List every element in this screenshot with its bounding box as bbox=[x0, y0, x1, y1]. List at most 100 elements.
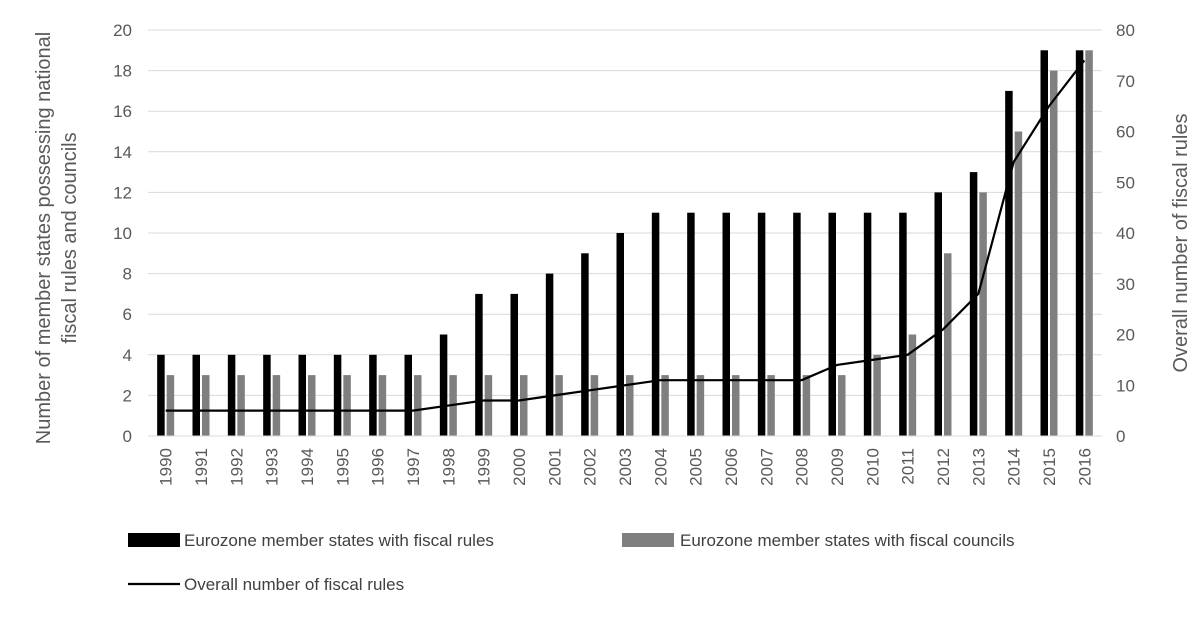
x-tick-label: 2009 bbox=[828, 448, 847, 486]
y2-tick-label: 30 bbox=[1116, 275, 1135, 294]
bar-fiscal-councils bbox=[979, 192, 987, 436]
legend-swatch-fiscal-rules bbox=[128, 533, 180, 547]
bar-fiscal-councils bbox=[802, 375, 811, 436]
bar-fiscal-rules bbox=[969, 172, 978, 436]
bar-fiscal-rules bbox=[934, 192, 942, 436]
y-axis-title: Number of member states possessing natio… bbox=[33, 32, 81, 444]
y2-axis-title: Overall number of fiscal rules bbox=[1170, 114, 1192, 373]
bar-fiscal-rules bbox=[439, 334, 448, 436]
x-tick-label: 1990 bbox=[157, 448, 176, 486]
bar-fiscal-rules bbox=[1040, 50, 1048, 437]
bar-fiscal-councils bbox=[696, 375, 705, 436]
x-tick-label: 2007 bbox=[757, 448, 776, 486]
y2-tick-label: 40 bbox=[1116, 224, 1135, 243]
x-tick-label: 2002 bbox=[581, 448, 600, 486]
bar-fiscal-councils bbox=[484, 375, 493, 436]
bar-fiscal-councils bbox=[626, 375, 634, 436]
bar-fiscal-rules bbox=[298, 354, 306, 436]
bar-fiscal-rules bbox=[581, 253, 589, 436]
bar-fiscal-rules bbox=[863, 212, 872, 436]
y2-tick-label: 0 bbox=[1116, 427, 1125, 446]
bars bbox=[157, 50, 1093, 437]
bar-fiscal-rules bbox=[828, 212, 836, 436]
legend: Eurozone member states with fiscal rules… bbox=[128, 531, 1014, 594]
x-tick-label: 1992 bbox=[227, 448, 246, 486]
bar-fiscal-rules bbox=[263, 354, 271, 436]
bar-fiscal-rules bbox=[722, 212, 730, 436]
x-tick-label: 1991 bbox=[192, 448, 211, 486]
bar-fiscal-rules bbox=[475, 293, 483, 436]
x-tick-label: 1998 bbox=[439, 448, 458, 486]
x-tick-label: 2004 bbox=[651, 448, 670, 486]
bar-fiscal-councils bbox=[661, 375, 669, 436]
x-tick-label: 2010 bbox=[863, 448, 882, 486]
y-tick-label: 8 bbox=[123, 265, 132, 284]
bar-fiscal-councils bbox=[1014, 131, 1023, 436]
x-tick-label: 2015 bbox=[1040, 448, 1059, 486]
bar-fiscal-councils bbox=[555, 375, 563, 436]
x-tick-label: 1995 bbox=[333, 448, 352, 486]
bar-fiscal-rules bbox=[545, 273, 554, 436]
bar-fiscal-rules bbox=[899, 212, 907, 436]
bar-fiscal-councils bbox=[308, 375, 316, 436]
y2-tick-label: 70 bbox=[1116, 72, 1135, 91]
bar-fiscal-councils bbox=[166, 375, 175, 436]
bar-fiscal-councils bbox=[237, 375, 245, 436]
bar-fiscal-councils bbox=[343, 375, 351, 436]
x-tick-label: 1994 bbox=[298, 448, 317, 486]
y-axis-title-line-2: fiscal rules and councils bbox=[59, 132, 81, 343]
x-tick-label: 2001 bbox=[545, 448, 564, 486]
x-tick-label: 1997 bbox=[404, 448, 423, 486]
bar-fiscal-councils bbox=[1050, 70, 1058, 436]
bar-fiscal-councils bbox=[1085, 50, 1093, 437]
legend-label-fiscal-rules: Eurozone member states with fiscal rules bbox=[184, 531, 494, 550]
y-tick-label: 16 bbox=[113, 102, 132, 121]
bar-fiscal-rules bbox=[616, 233, 624, 436]
x-tick-label: 1993 bbox=[263, 448, 282, 486]
bar-fiscal-councils bbox=[908, 334, 917, 436]
bar-fiscal-councils bbox=[590, 375, 599, 436]
x-tick-label: 2012 bbox=[934, 448, 953, 486]
bar-fiscal-councils bbox=[520, 375, 528, 436]
y-tick-label: 0 bbox=[123, 427, 132, 446]
x-tick-label: 2000 bbox=[510, 448, 529, 486]
x-tick-label: 2006 bbox=[722, 448, 741, 486]
bar-fiscal-rules bbox=[404, 354, 412, 436]
bar-fiscal-councils bbox=[767, 375, 775, 436]
x-tick-label: 2003 bbox=[616, 448, 635, 486]
bar-fiscal-councils bbox=[838, 375, 846, 436]
bar-fiscal-councils bbox=[272, 375, 281, 436]
x-tick-label: 2008 bbox=[793, 448, 812, 486]
x-tick-label: 2014 bbox=[1005, 448, 1024, 486]
y-tick-label: 14 bbox=[113, 143, 132, 162]
legend-label-overall-fiscal-rules: Overall number of fiscal rules bbox=[184, 575, 404, 594]
y-tick-label: 6 bbox=[123, 305, 132, 324]
gridlines bbox=[148, 29, 1102, 437]
line-series bbox=[165, 59, 1086, 412]
bar-fiscal-councils bbox=[732, 375, 740, 436]
y2-tick-label: 60 bbox=[1116, 123, 1135, 142]
y-tick-label: 12 bbox=[113, 183, 132, 202]
bar-fiscal-rules bbox=[1005, 90, 1013, 437]
bar-fiscal-councils bbox=[378, 375, 387, 436]
bar-fiscal-councils bbox=[202, 375, 210, 436]
y-axis-title-line-1: Number of member states possessing natio… bbox=[33, 32, 55, 444]
bar-fiscal-rules bbox=[157, 354, 165, 436]
bar-fiscal-rules bbox=[793, 212, 801, 436]
bar-fiscal-rules bbox=[510, 293, 518, 436]
bar-fiscal-rules bbox=[651, 212, 660, 436]
x-tick-label: 2013 bbox=[969, 448, 988, 486]
y-tick-label: 2 bbox=[123, 386, 132, 405]
bar-fiscal-rules bbox=[757, 212, 766, 436]
line-overall-fiscal-rules bbox=[165, 59, 1086, 412]
y-tick-label: 10 bbox=[113, 224, 132, 243]
legend-swatch-fiscal-councils bbox=[622, 533, 674, 547]
bar-fiscal-rules bbox=[333, 354, 342, 436]
bar-fiscal-rules bbox=[192, 354, 200, 436]
x-tick-label: 2016 bbox=[1075, 448, 1094, 486]
x-tick-label: 2011 bbox=[899, 448, 918, 485]
bar-fiscal-rules bbox=[369, 354, 377, 436]
